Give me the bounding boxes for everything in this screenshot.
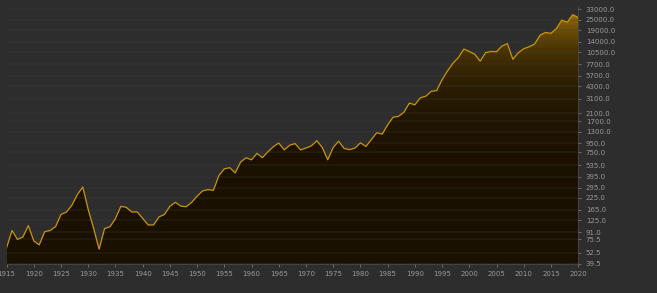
Polygon shape [7, 15, 578, 264]
